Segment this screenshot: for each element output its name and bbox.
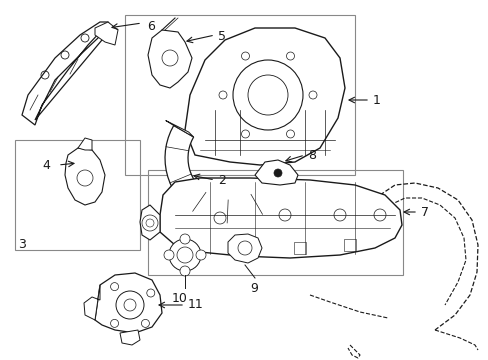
Circle shape [180, 234, 190, 244]
Polygon shape [160, 178, 401, 258]
Polygon shape [227, 234, 262, 263]
Polygon shape [165, 121, 193, 137]
Polygon shape [164, 126, 279, 223]
Circle shape [273, 169, 282, 177]
Circle shape [169, 239, 201, 271]
Polygon shape [184, 28, 345, 165]
Text: 11: 11 [187, 298, 203, 311]
Text: 2: 2 [218, 174, 225, 186]
Polygon shape [148, 30, 192, 88]
Text: 4: 4 [42, 158, 50, 171]
Polygon shape [140, 205, 160, 240]
Text: 5: 5 [218, 30, 225, 42]
Polygon shape [22, 22, 112, 125]
Text: 7: 7 [420, 206, 428, 219]
Text: 1: 1 [372, 94, 380, 107]
Polygon shape [84, 285, 100, 320]
Bar [343, 239, 355, 251]
Polygon shape [78, 138, 92, 150]
Bar [244, 239, 256, 251]
Text: 6: 6 [147, 19, 155, 32]
Circle shape [180, 266, 190, 276]
Bar [125, 15, 354, 175]
Text: 9: 9 [249, 282, 257, 294]
Bar [293, 242, 305, 254]
Polygon shape [254, 160, 297, 185]
Circle shape [196, 250, 205, 260]
Polygon shape [95, 273, 162, 333]
Polygon shape [120, 330, 140, 345]
Bar [15, 140, 140, 250]
Bar [148, 170, 402, 275]
Circle shape [163, 250, 174, 260]
Polygon shape [95, 22, 118, 45]
Text: 10: 10 [172, 292, 187, 305]
Polygon shape [65, 148, 105, 205]
Text: 8: 8 [307, 149, 315, 162]
Text: 3: 3 [18, 239, 26, 252]
